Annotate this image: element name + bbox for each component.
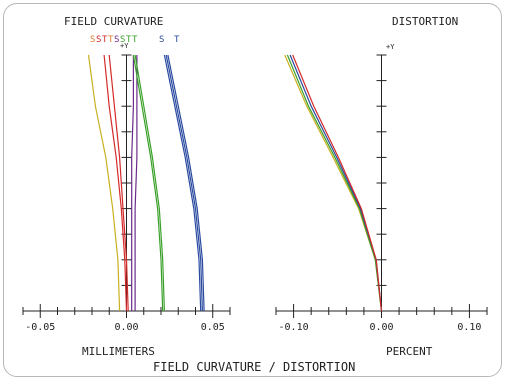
- fc-legend-entry: T: [132, 35, 138, 45]
- fc-curve: [131, 55, 134, 311]
- fc-tick-label: 0.00: [114, 322, 138, 333]
- fc-legend-entry: S: [159, 35, 164, 45]
- fc-curve: [163, 54, 202, 312]
- fc-curve: [167, 54, 205, 312]
- dist-tick-label: 0.10: [457, 322, 481, 333]
- fc-legend-entry: S: [96, 35, 101, 45]
- dist-tick-label: 0.00: [369, 322, 393, 333]
- fc-axes: [22, 54, 231, 318]
- fc-title: FIELD CURVATURE: [64, 15, 163, 28]
- dist-curves: [284, 54, 383, 312]
- fc-curve: [108, 54, 129, 312]
- dist-axes: [275, 54, 488, 318]
- dist-y-axis-label: +Y: [386, 43, 395, 51]
- fc-curve: [87, 54, 121, 312]
- dist-tick-label: -0.10: [279, 322, 309, 333]
- fc-curve: [134, 55, 138, 311]
- fc-legend-entry: S: [90, 35, 95, 45]
- fc-legend-entry: T: [126, 35, 132, 45]
- fc-curve: [132, 54, 164, 312]
- fc-curve: [165, 54, 203, 312]
- footer-title: FIELD CURVATURE / DISTORTION: [153, 360, 355, 374]
- fc-tick-label: 0.05: [201, 322, 225, 333]
- fc-tick-label: -0.05: [25, 322, 55, 333]
- dist-x-axis-label: PERCENT: [386, 345, 433, 358]
- fc-legend-entry: S: [114, 35, 119, 45]
- fc-legend-entry: T: [108, 35, 114, 45]
- fc-legend-entry: T: [174, 35, 180, 45]
- dist-curve: [284, 54, 383, 312]
- dist-curve: [292, 54, 383, 312]
- dist-tick-labels: -0.10 0.00 0.10: [279, 322, 482, 333]
- fc-tick-labels: -0.05 0.00 0.05: [25, 322, 225, 333]
- dist-title: DISTORTION: [392, 15, 458, 28]
- fc-legend-entry: S: [120, 35, 125, 45]
- fc-x-axis-label: MILLIMETERS: [82, 345, 155, 358]
- fc-curve: [103, 54, 128, 312]
- fc-curves: [87, 54, 205, 312]
- fc-legend-entry: T: [102, 35, 108, 45]
- fc-curve: [134, 54, 165, 312]
- fc-y-axis-label: +Y: [120, 42, 129, 50]
- plot-frame: [3, 3, 502, 377]
- dist-curve: [286, 54, 383, 312]
